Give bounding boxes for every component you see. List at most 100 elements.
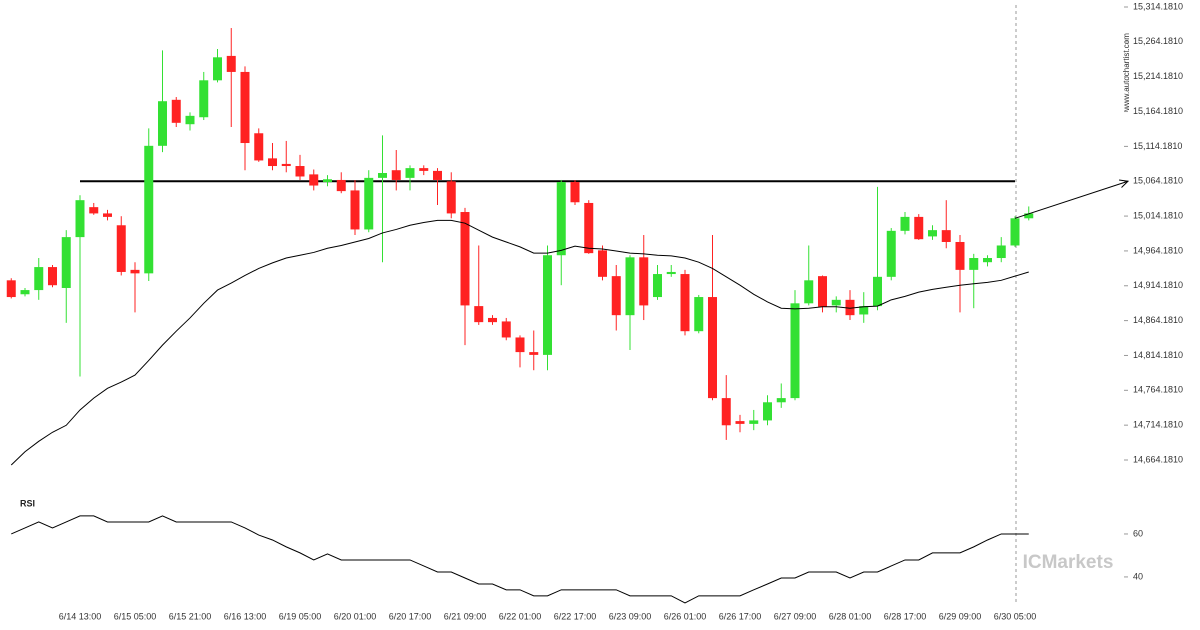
candle-body xyxy=(735,421,745,424)
candle-body xyxy=(185,115,195,125)
candle-body xyxy=(804,280,814,304)
x-tick-label: 6/26 01:00 xyxy=(664,611,707,621)
y-tick-label: 15,114.1810 xyxy=(1133,141,1182,151)
candle-body xyxy=(969,258,979,270)
candle-body xyxy=(886,230,896,277)
candle-body xyxy=(158,101,167,146)
rsi-label: RSI xyxy=(20,498,35,508)
candle-body xyxy=(364,177,374,230)
moving-average-line xyxy=(10,219,1029,466)
candle-body xyxy=(763,402,772,421)
candle-body xyxy=(419,168,429,171)
candle-body xyxy=(240,71,250,144)
y-tick-label: 14,864.1810 xyxy=(1133,315,1183,325)
candle-body xyxy=(996,245,1006,259)
candle-body xyxy=(34,267,44,291)
candle-body xyxy=(653,274,662,298)
candle-body xyxy=(433,170,442,180)
x-tick-label: 6/23 09:00 xyxy=(609,611,652,621)
candle-body xyxy=(1024,213,1034,219)
candle-body xyxy=(1010,218,1020,246)
candle-body xyxy=(859,306,869,315)
candle-body xyxy=(268,158,277,167)
candle-body xyxy=(254,133,264,161)
candle-body xyxy=(130,269,140,274)
x-tick-label: 6/28 01:00 xyxy=(829,611,872,621)
candle-body xyxy=(928,230,937,237)
candle-body xyxy=(116,225,126,272)
x-tick-label: 6/22 17:00 xyxy=(554,611,597,621)
y-tick-label: 15,264.1810 xyxy=(1133,36,1183,46)
candle-body xyxy=(983,258,992,263)
candle-body xyxy=(460,212,470,306)
y-tick-label: 14,714.1810 xyxy=(1133,420,1183,430)
x-tick-label: 6/26 17:00 xyxy=(719,611,762,621)
x-tick-label: 6/21 09:00 xyxy=(444,611,487,621)
forecast-arrowhead xyxy=(1119,179,1130,188)
y-tick-label: 14,814.1810 xyxy=(1133,350,1183,360)
y-tick-label: 15,164.1810 xyxy=(1133,106,1183,116)
candle-body xyxy=(446,181,456,214)
candle-body xyxy=(323,179,332,183)
candle-body xyxy=(900,216,910,231)
x-tick-label: 6/14 13:00 xyxy=(59,611,102,621)
x-tick-label: 6/20 01:00 xyxy=(334,611,377,621)
candle-body xyxy=(584,202,594,254)
candle-body xyxy=(226,55,236,72)
candle-body xyxy=(666,271,676,275)
y-tick-label: 14,764.1810 xyxy=(1133,385,1183,395)
candle-body xyxy=(75,200,85,238)
candle-body xyxy=(515,337,525,353)
candle-body xyxy=(405,168,415,178)
candle-body xyxy=(611,276,621,316)
candle-body xyxy=(295,166,305,177)
y-tick-label: 15,314.1810 xyxy=(1133,1,1183,11)
candle-body xyxy=(845,299,855,316)
candle-body xyxy=(488,317,497,323)
x-tick-label: 6/27 09:00 xyxy=(774,611,817,621)
x-tick-label: 6/15 05:00 xyxy=(114,611,157,621)
candle-body xyxy=(818,276,827,307)
y-tick-label: 15,014.1810 xyxy=(1133,210,1183,220)
x-tick-label: 6/29 09:00 xyxy=(939,611,982,621)
candle-body xyxy=(831,299,841,306)
rsi-line xyxy=(11,515,1029,604)
candle-body xyxy=(281,163,291,167)
candle-body xyxy=(556,182,566,256)
candle-body xyxy=(680,274,690,332)
candle-body xyxy=(61,237,71,288)
candle-body xyxy=(639,257,649,306)
x-tick-label: 6/22 01:00 xyxy=(499,611,542,621)
candle-body xyxy=(309,174,319,186)
candle-body xyxy=(543,255,552,355)
source-watermark: www.autochartist.com xyxy=(1122,33,1131,112)
candle-body xyxy=(790,303,800,399)
candle-body xyxy=(529,352,539,355)
candle-body xyxy=(89,207,99,214)
candle-body xyxy=(941,230,951,242)
candle-body xyxy=(6,280,16,298)
candle-body xyxy=(694,297,704,332)
x-tick-label: 6/28 17:00 xyxy=(884,611,927,621)
candle-body xyxy=(350,190,360,230)
candle-body xyxy=(721,398,731,426)
y-tick-label: 15,214.1810 xyxy=(1133,71,1183,81)
candle-body xyxy=(776,398,786,403)
candle-body xyxy=(749,420,759,424)
candle-body xyxy=(336,179,346,192)
candle-body xyxy=(708,297,717,399)
candle-body xyxy=(955,241,965,270)
candle-body xyxy=(625,257,635,316)
x-tick-label: 6/20 17:00 xyxy=(389,611,432,621)
candle-body xyxy=(570,182,580,203)
candle-body xyxy=(378,172,387,178)
candle-body xyxy=(501,321,511,338)
x-tick-label: 6/19 05:00 xyxy=(279,611,322,621)
candle-body xyxy=(103,213,112,217)
candle-body xyxy=(199,80,209,118)
x-tick-label: 6/30 05:00 xyxy=(994,611,1037,621)
candle-body xyxy=(144,145,154,274)
y-tick-label: 14,914.1810 xyxy=(1133,280,1183,290)
candle-body xyxy=(873,276,882,307)
